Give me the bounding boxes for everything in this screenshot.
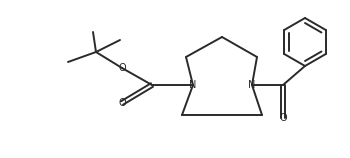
Text: N: N: [189, 80, 197, 90]
Text: N: N: [248, 80, 256, 90]
Text: O: O: [279, 113, 287, 123]
Text: O: O: [118, 98, 126, 108]
Text: O: O: [118, 63, 126, 73]
